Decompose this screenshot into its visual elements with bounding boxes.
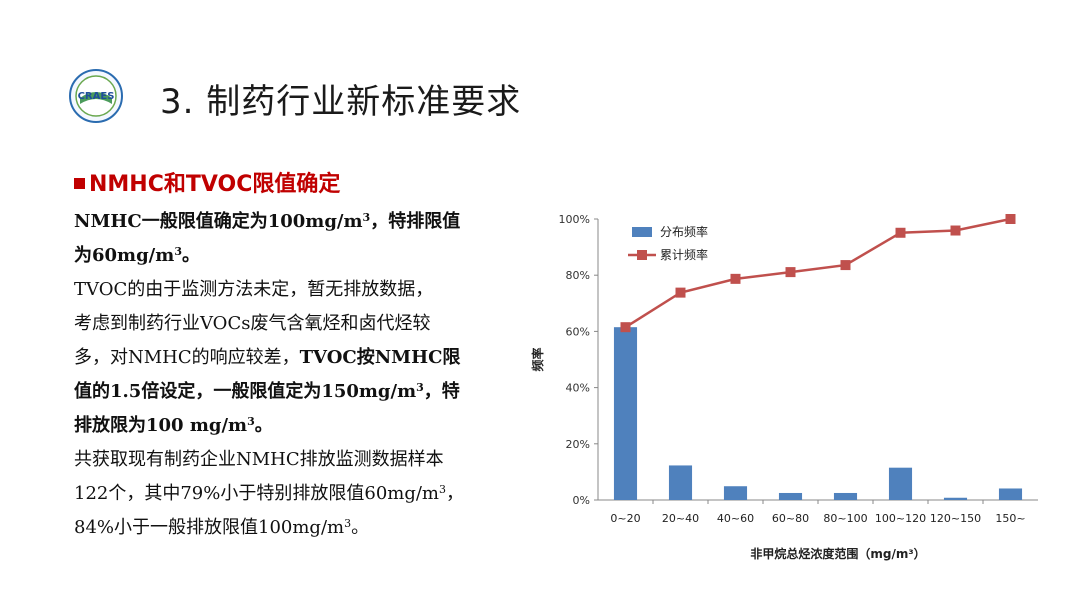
bar-60~80: [778, 492, 803, 500]
y-tick-label: 0%: [573, 494, 590, 507]
x-axis-label: 非甲烷总烃浓度范围（mg/m³）: [750, 546, 925, 561]
logo-text: CRAES: [78, 91, 115, 102]
x-tick-label: 150~: [995, 512, 1025, 525]
bar-80~100: [833, 492, 858, 500]
legend-bar-label: 分布频率: [660, 224, 708, 239]
bar-0~20: [613, 327, 638, 500]
page-title: 3. 制药行业新标准要求: [160, 82, 522, 122]
bar-150~: [998, 488, 1023, 500]
bullet-square-icon: [74, 178, 85, 189]
x-tick-label: 120~150: [930, 512, 981, 525]
cumulative-point-40~60: [730, 273, 741, 284]
legend-line-label: 累计频率: [660, 247, 708, 262]
bar-100~120: [888, 467, 913, 500]
frequency-chart: 0% 20% 40% 60% 80% 100% 0~20 20~40 40~60 60~80 80~…: [530, 213, 1038, 561]
x-tick-label: 40~60: [717, 512, 754, 525]
cumulative-point-120~150: [950, 225, 961, 236]
cumulative-line: [624, 217, 1011, 329]
legend-line-marker: [637, 250, 647, 260]
y-tick-label: 60%: [566, 325, 590, 338]
cumulative-point-20~40: [675, 287, 686, 298]
cumulative-point-150~: [1005, 214, 1016, 224]
craes-logo: CRAES: [69, 69, 123, 123]
section-heading: NMHC和TVOC限值确定: [74, 166, 340, 198]
cumulative-point-100~120: [895, 227, 906, 238]
y-axis-label: 频率: [530, 347, 545, 371]
x-tick-label: 0~20: [610, 512, 640, 525]
cumulative-point-80~100: [840, 260, 851, 271]
x-tick-label: 100~120: [875, 512, 926, 525]
y-tick-label: 100%: [559, 213, 590, 226]
y-tick-label: 20%: [566, 438, 590, 451]
bar-40~60: [723, 486, 748, 500]
x-tick-label: 60~80: [772, 512, 809, 525]
y-tick-label: 40%: [566, 382, 590, 395]
y-tick-label: 80%: [566, 269, 590, 282]
bar-120~150: [943, 497, 968, 500]
x-tick-label: 80~100: [823, 512, 867, 525]
cumulative-point-0~20: [620, 322, 631, 333]
x-tick-label: 20~40: [662, 512, 699, 525]
bar-20~40: [668, 465, 693, 500]
cumulative-point-60~80: [785, 267, 796, 278]
legend-bar-swatch: [632, 227, 652, 237]
body-text: NMHC一般限值确定为100mg/m3，特排限值 为60mg/m3。 TVOC的…: [74, 211, 464, 538]
